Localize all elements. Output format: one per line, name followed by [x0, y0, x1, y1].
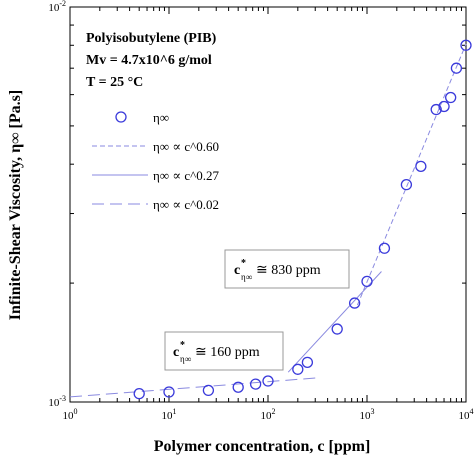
x-axis-title: Polymer concentration, c [ppm] [154, 438, 371, 455]
data-point [133, 387, 145, 400]
x-tick-label: 104 [459, 407, 474, 422]
data-point [202, 384, 215, 397]
annotation-830-box [224, 249, 350, 289]
data-point [450, 62, 463, 74]
legend-label-2: η∞ ∝ c^0.60 [153, 139, 219, 154]
info-box: Polyisobutylene (PIB) Mv = 4.7x10^6 g/mo… [86, 31, 217, 90]
data-points [133, 39, 472, 400]
data-point [292, 363, 304, 375]
legend-marker-circle [115, 111, 127, 123]
data-point [331, 323, 343, 335]
annotation-160: c * η∞ ≅ 160 ppm [164, 331, 284, 371]
fit-line-dashed [356, 43, 467, 306]
annotation-160-symbol: c [173, 345, 179, 360]
legend: η∞ η∞ ∝ c^0.60 η∞ ∝ c^0.27 η∞ ∝ c^0.02 [92, 110, 219, 212]
annotation-830: c * η∞ ≅ 830 ppm [224, 249, 350, 289]
data-point [163, 386, 175, 398]
annotation-830-sup: * [241, 258, 246, 269]
annotation-160-sup: * [180, 340, 185, 351]
y-tick-label: 10-3 [48, 394, 66, 409]
data-point [400, 179, 413, 191]
annotation-160-value: ≅ 160 ppm [195, 345, 260, 360]
x-tick-label: 102 [261, 407, 276, 422]
data-point [348, 297, 361, 309]
fit-line-solid [287, 271, 382, 373]
annotation-830-symbol: c [234, 263, 240, 278]
legend-label-1: η∞ [153, 110, 169, 125]
fit-line-long-dash [69, 377, 316, 398]
x-tick-label: 100 [63, 407, 78, 422]
data-point [430, 103, 442, 116]
data-point [249, 378, 262, 390]
data-point [378, 242, 391, 254]
info-line-3: T = 25 °C [86, 75, 143, 90]
annotation-830-sub: η∞ [241, 272, 252, 282]
info-line-1: Polyisobutylene (PIB) [86, 31, 217, 46]
y-axis-title: Infinite-Shear Viscosity, η∞ [Pa.s] [7, 90, 24, 320]
data-point [361, 275, 373, 288]
x-tick-label: 101 [162, 407, 177, 422]
data-point [438, 100, 450, 113]
annotation-160-sub: η∞ [180, 354, 191, 364]
data-point [301, 356, 314, 369]
series-lines [69, 43, 467, 398]
data-point [445, 91, 457, 104]
data-point [262, 375, 274, 387]
info-line-2: Mv = 4.7x10^6 g/mol [86, 53, 212, 68]
y-tick-label: 10-2 [48, 0, 66, 14]
annotation-160-box [164, 331, 284, 371]
data-point [232, 381, 244, 393]
x-tick-label: 103 [360, 407, 375, 422]
annotation-830-value: ≅ 830 ppm [256, 263, 321, 278]
data-point [460, 39, 472, 51]
legend-label-4: η∞ ∝ c^0.02 [153, 197, 219, 212]
legend-label-3: η∞ ∝ c^0.27 [153, 168, 219, 183]
data-point [415, 160, 427, 172]
